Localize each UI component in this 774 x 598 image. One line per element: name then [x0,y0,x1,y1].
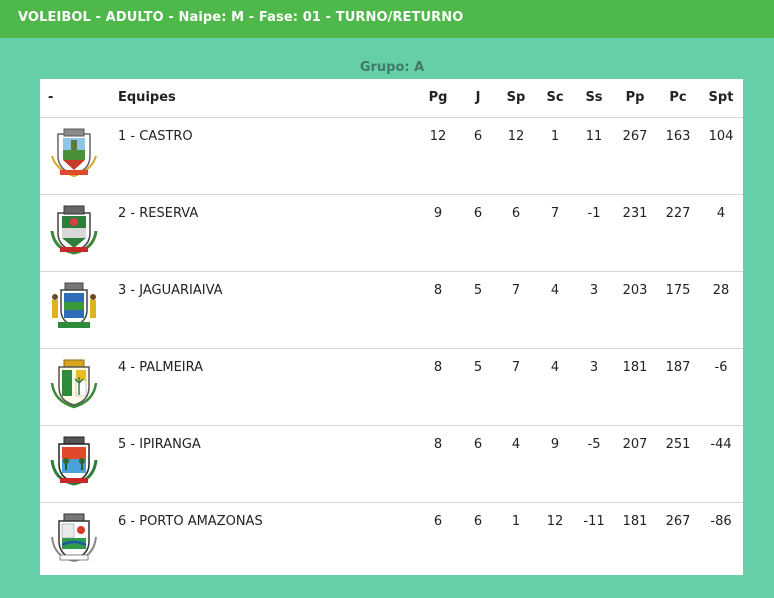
cell-pg: 9 [433,206,443,221]
cell-pg: 8 [433,360,443,375]
col-header-teams: Equipes [118,90,176,105]
team-name[interactable]: 5 - IPIRANGA [118,437,201,452]
cell-pc: 175 [665,283,691,298]
cell-spt: 104 [708,129,734,144]
palmeira-crest-icon [50,359,98,409]
cell-pc: 227 [665,206,691,221]
cell-sc: 12 [546,514,564,529]
castro-crest-icon [51,128,97,178]
team-name[interactable]: 1 - CASTRO [118,129,193,144]
cell-sp: 12 [507,129,525,144]
team-name[interactable]: 4 - PALMEIRA [118,360,204,375]
col-header-position: - [48,90,54,105]
cell-sc: 9 [550,437,560,452]
jaguariaiva-crest-icon [52,282,96,328]
cell-pp: 181 [622,360,648,375]
table-row: 5 - IPIRANGA 8 6 4 9 -5 207 251 -44 [40,426,743,503]
col-header-sp: Sp [506,90,526,105]
standings-table: - Equipes Pg J Sp Sc Ss Pp Pc Spt 1 - CA… [40,79,743,575]
cell-ss: -1 [587,206,601,221]
cell-pg: 6 [433,514,443,529]
col-header-pc: Pc [669,90,687,105]
group-label: Grupo: A [359,60,425,75]
cell-sc: 4 [550,360,560,375]
cell-ss: 3 [589,283,599,298]
cell-j: 5 [473,360,483,375]
cell-sp: 4 [511,437,521,452]
table-row: 4 - PALMEIRA 8 5 7 4 3 181 187 -6 [40,349,743,426]
cell-pp: 267 [622,129,648,144]
title-bar: VOLEIBOL - ADULTO - Naipe: M - Fase: 01 … [0,0,774,38]
cell-sp: 1 [511,514,521,529]
ipiranga-crest-icon [50,436,98,486]
reserva-crest-icon [50,205,98,255]
cell-ss: 3 [589,360,599,375]
cell-j: 6 [473,514,483,529]
cell-sp: 7 [511,283,521,298]
col-header-spt: Spt [708,90,734,105]
table-header: - Equipes Pg J Sp Sc Ss Pp Pc Spt [40,79,743,118]
cell-j: 6 [473,206,483,221]
cell-spt: -44 [710,437,732,452]
cell-pg: 8 [433,283,443,298]
cell-pc: 267 [665,514,691,529]
cell-ss: -5 [587,437,601,452]
cell-ss: -11 [583,514,605,529]
cell-j: 6 [473,129,483,144]
cell-pg: 12 [429,129,447,144]
table-row: 3 - JAGUARIAIVA 8 5 7 4 3 203 175 28 [40,272,743,349]
col-header-pg: Pg [428,90,448,105]
cell-sc: 7 [550,206,560,221]
cell-pc: 187 [665,360,691,375]
cell-j: 5 [473,283,483,298]
page-title: VOLEIBOL - ADULTO - Naipe: M - Fase: 01 … [18,10,464,25]
table-row: 2 - RESERVA 9 6 6 7 -1 231 227 4 [40,195,743,272]
col-header-ss: Ss [585,90,603,105]
cell-spt: -6 [714,360,728,375]
table-row: 1 - CASTRO 12 6 12 1 11 267 163 104 [40,118,743,195]
cell-spt: 28 [712,283,730,298]
cell-ss: 11 [585,129,603,144]
cell-pp: 231 [622,206,648,221]
cell-sp: 7 [511,360,521,375]
porto-amazonas-crest-icon [51,513,97,563]
cell-pc: 251 [665,437,691,452]
table-row: 6 - PORTO AMAZONAS 6 6 1 12 -11 181 267 … [40,503,743,579]
cell-j: 6 [473,437,483,452]
cell-pc: 163 [665,129,691,144]
cell-pg: 8 [433,437,443,452]
cell-spt: -86 [710,514,732,529]
team-name[interactable]: 2 - RESERVA [118,206,199,221]
col-header-sc: Sc [546,90,564,105]
cell-pp: 207 [622,437,648,452]
cell-sc: 1 [550,129,560,144]
cell-sc: 4 [550,283,560,298]
cell-pp: 181 [622,514,648,529]
col-header-pp: Pp [625,90,645,105]
cell-pp: 203 [622,283,648,298]
team-name[interactable]: 3 - JAGUARIAIVA [118,283,223,298]
cell-spt: 4 [716,206,726,221]
col-header-j: J [475,90,481,105]
team-name[interactable]: 6 - PORTO AMAZONAS [118,514,263,529]
cell-sp: 6 [511,206,521,221]
